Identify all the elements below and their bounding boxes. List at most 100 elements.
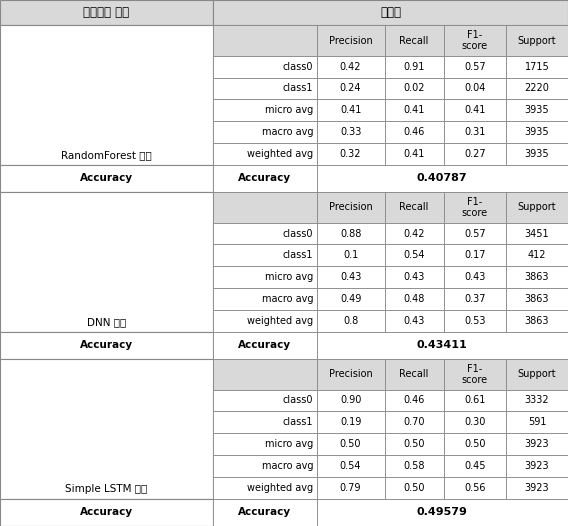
Text: 3863: 3863: [525, 294, 549, 304]
Text: 3935: 3935: [525, 105, 549, 115]
Bar: [444, 56, 506, 77]
Text: 0.79: 0.79: [340, 483, 361, 493]
Text: 0.57: 0.57: [464, 229, 486, 239]
Text: 412: 412: [528, 250, 546, 260]
Text: Support: Support: [517, 35, 556, 46]
Bar: [385, 288, 444, 310]
Bar: [385, 245, 444, 266]
Text: 0.37: 0.37: [464, 294, 486, 304]
Text: macro avg: macro avg: [262, 294, 313, 304]
Bar: [385, 192, 444, 222]
Text: 0.58: 0.58: [403, 461, 425, 471]
Bar: [316, 310, 385, 332]
Bar: [385, 390, 444, 411]
Text: 0.41: 0.41: [340, 105, 361, 115]
Text: macro avg: macro avg: [262, 461, 313, 471]
Bar: [444, 288, 506, 310]
Bar: [213, 0, 568, 25]
Text: 0.42: 0.42: [340, 62, 361, 72]
Bar: [316, 433, 385, 455]
Bar: [506, 222, 568, 245]
Bar: [213, 411, 316, 433]
Text: 0.90: 0.90: [340, 396, 361, 406]
Bar: [385, 359, 444, 390]
Bar: [316, 455, 385, 477]
Bar: [385, 143, 444, 165]
Text: 0.19: 0.19: [340, 417, 361, 427]
Text: 0.31: 0.31: [464, 127, 486, 137]
Bar: [385, 266, 444, 288]
Bar: [444, 222, 506, 245]
Bar: [385, 222, 444, 245]
Bar: [213, 25, 316, 56]
Text: 0.88: 0.88: [340, 229, 361, 239]
Text: 0.41: 0.41: [464, 105, 486, 115]
Text: 3923: 3923: [525, 439, 549, 449]
Bar: [213, 433, 316, 455]
Text: 0.30: 0.30: [464, 417, 486, 427]
Text: 0.41: 0.41: [403, 105, 425, 115]
Bar: [213, 310, 316, 332]
Text: 0.04: 0.04: [464, 84, 486, 94]
Bar: [506, 390, 568, 411]
Text: class1: class1: [283, 250, 313, 260]
Bar: [0, 192, 213, 332]
Text: 0.27: 0.27: [464, 149, 486, 159]
Bar: [506, 56, 568, 77]
Text: 0.53: 0.53: [464, 316, 486, 326]
Bar: [506, 477, 568, 499]
Bar: [385, 310, 444, 332]
Bar: [444, 266, 506, 288]
Bar: [444, 411, 506, 433]
Text: micro avg: micro avg: [265, 439, 313, 449]
Text: Precision: Precision: [329, 203, 373, 213]
Text: DNN 구조: DNN 구조: [87, 317, 126, 327]
Bar: [213, 121, 316, 143]
Bar: [0, 25, 213, 165]
Text: 0.43: 0.43: [403, 272, 425, 282]
Bar: [0, 359, 213, 499]
Text: Recall: Recall: [399, 203, 429, 213]
Bar: [506, 288, 568, 310]
Text: 0.43: 0.43: [340, 272, 361, 282]
Text: Accuracy: Accuracy: [80, 507, 133, 518]
Text: 3332: 3332: [525, 396, 549, 406]
Bar: [316, 121, 385, 143]
Bar: [316, 499, 568, 526]
Bar: [385, 121, 444, 143]
Text: 0.02: 0.02: [403, 84, 425, 94]
Text: 0.40787: 0.40787: [417, 174, 467, 184]
Bar: [506, 245, 568, 266]
Bar: [213, 222, 316, 245]
Bar: [506, 25, 568, 56]
Text: F1-
score: F1- score: [462, 197, 488, 218]
Bar: [444, 455, 506, 477]
Text: F1-
score: F1- score: [462, 29, 488, 52]
Text: 0.1: 0.1: [343, 250, 358, 260]
Bar: [444, 192, 506, 222]
Text: weighted avg: weighted avg: [247, 316, 313, 326]
Bar: [444, 390, 506, 411]
Bar: [444, 143, 506, 165]
Bar: [506, 121, 568, 143]
Bar: [385, 411, 444, 433]
Text: 0.32: 0.32: [340, 149, 361, 159]
Text: 정확도: 정확도: [380, 6, 401, 19]
Bar: [213, 266, 316, 288]
Text: 0.54: 0.54: [403, 250, 425, 260]
Text: 0.41: 0.41: [403, 149, 425, 159]
Bar: [506, 455, 568, 477]
Bar: [213, 499, 316, 526]
Bar: [316, 222, 385, 245]
Bar: [213, 143, 316, 165]
Text: class0: class0: [283, 229, 313, 239]
Text: 0.48: 0.48: [403, 294, 425, 304]
Bar: [316, 99, 385, 121]
Bar: [444, 477, 506, 499]
Bar: [444, 359, 506, 390]
Bar: [213, 245, 316, 266]
Text: 0.45: 0.45: [464, 461, 486, 471]
Text: 0.50: 0.50: [340, 439, 361, 449]
Text: 0.61: 0.61: [464, 396, 486, 406]
Text: 0.17: 0.17: [464, 250, 486, 260]
